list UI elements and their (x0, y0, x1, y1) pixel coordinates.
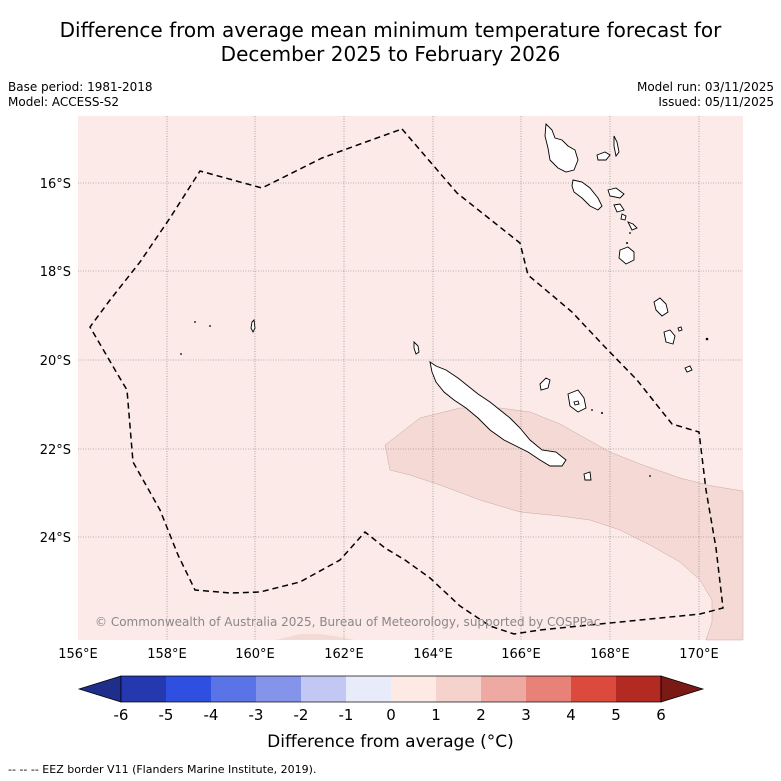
lat-label: 18°S (40, 265, 71, 280)
colorbar-segment (211, 676, 256, 702)
model-name: Model: ACCESS-S2 (8, 95, 120, 109)
meta-left: Base period: 1981-2018 Model: ACCESS-S2 (8, 80, 153, 110)
lon-label: 156°E (58, 647, 98, 662)
small-islets (180, 232, 709, 477)
tanna (663, 329, 676, 345)
colorbar-tick-labels: -6 -5 -4 -3 -2 -1 0 1 2 3 4 5 6 (114, 706, 666, 724)
title-line-1: Difference from average mean minimum tem… (59, 18, 722, 42)
colorbar-tick: -3 (249, 706, 264, 724)
colorbar-segment (436, 676, 481, 702)
epi (613, 203, 625, 213)
lon-label: 166°E (501, 647, 541, 662)
erromango (653, 297, 669, 317)
colorbar-tick: 1 (431, 706, 441, 724)
colorbar-segment (481, 676, 526, 702)
colorbar-tick: 6 (656, 706, 666, 724)
colorbar-tick: -2 (294, 706, 309, 724)
tiga (573, 400, 580, 406)
chesterfield-reef (250, 319, 256, 334)
colorbar-segment (256, 676, 301, 702)
colorbar-segment (616, 676, 661, 702)
pentecost (607, 187, 625, 199)
issued-date: Issued: 05/11/2025 (658, 95, 774, 109)
shepherd-islets (620, 213, 627, 221)
eez-border (89, 128, 724, 635)
colorbar-extend-low (77, 675, 122, 703)
colorbar-outline (120, 675, 662, 703)
title-line-2: December 2025 to February 2026 (220, 42, 561, 66)
lon-label: 168°E (590, 647, 630, 662)
lat-axis-labels: 16°S 18°S 20°S 22°S 24°S (40, 177, 71, 546)
lon-label: 162°E (324, 647, 364, 662)
lat-label: 20°S (40, 354, 71, 369)
vanuatu-islands (544, 122, 693, 373)
lon-label: 160°E (235, 647, 275, 662)
colorbar-tick: -5 (159, 706, 174, 724)
warm-anomaly-region-south (275, 634, 355, 640)
colorbar-tick: 2 (476, 706, 486, 724)
colorbar-segment (571, 676, 616, 702)
lon-label: 164°E (413, 647, 453, 662)
base-period: Base period: 1981-2018 (8, 80, 153, 94)
malakula (571, 179, 603, 211)
lat-label: 22°S (40, 443, 71, 458)
grande-terre (429, 361, 567, 467)
lat-label: 16°S (40, 177, 71, 192)
lon-label: 158°E (147, 647, 187, 662)
colorbar-segment (346, 676, 391, 702)
aniwa (677, 326, 683, 332)
lon-axis-labels: 156°E 158°E 160°E 162°E 164°E 166°E 168°… (58, 647, 719, 662)
colorbar-label: Difference from average (°C) (267, 732, 514, 752)
mare (583, 471, 592, 481)
meta-right: Model run: 03/11/2025 Issued: 05/11/2025 (637, 80, 774, 110)
ouvea (539, 377, 551, 391)
new-caledonia (413, 340, 592, 481)
colorbar-tick: -1 (339, 706, 354, 724)
colorbar-segment (166, 676, 211, 702)
colorbar-tick: -4 (204, 706, 219, 724)
colorbar-segment (121, 676, 166, 702)
colorbar (77, 675, 705, 703)
colorbar-tick: -6 (114, 706, 129, 724)
efate (618, 246, 635, 265)
warm-anomaly-region (384, 407, 744, 641)
eez-legend: -- -- -- EEZ border V11 (Flanders Marine… (8, 763, 317, 776)
lat-gridlines (78, 182, 743, 538)
belep-islands (413, 340, 420, 355)
colorbar-tick: 4 (566, 706, 576, 724)
espiritu-santo (544, 122, 579, 173)
aneityum (684, 365, 693, 373)
lon-label: 170°E (679, 647, 719, 662)
lat-label: 24°S (40, 531, 71, 546)
colorbar-tick: 5 (611, 706, 621, 724)
copyright-text: © Commonwealth of Australia 2025, Bureau… (95, 615, 600, 629)
map-title: Difference from average mean minimum tem… (0, 18, 781, 66)
colorbar-extend-high (660, 675, 705, 703)
model-run: Model run: 03/11/2025 (636, 80, 774, 94)
colorbar-segment (301, 676, 346, 702)
efate-small (627, 221, 638, 231)
colorbar-tick: 3 (521, 706, 531, 724)
colorbar-segment (526, 676, 571, 702)
colorbar-tick: 0 (386, 706, 396, 724)
colorbar-segment (391, 676, 436, 702)
map-background (78, 116, 743, 640)
malo-island (596, 151, 611, 161)
maewo-island (613, 135, 620, 158)
